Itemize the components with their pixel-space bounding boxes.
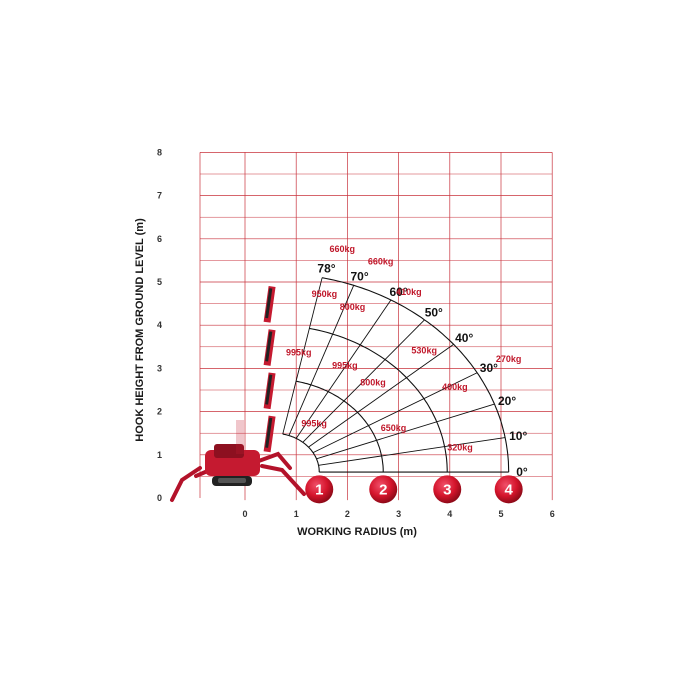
- axis-ticks: 0 1 2 3 4 5 6 0 1 2 3 4 5 6 7 8: [157, 147, 555, 519]
- y-axis-label: HOOK HEIGHT FROM GROUND LEVEL (m): [134, 218, 146, 442]
- angle-ray: [308, 343, 454, 448]
- y-tick-label: 0: [157, 493, 162, 503]
- load-label: 650kg: [381, 423, 407, 433]
- load-label: 995kg: [286, 347, 312, 357]
- load-label: 410kg: [396, 287, 422, 297]
- y-tick-label: 3: [157, 363, 162, 373]
- y-tick-label: 4: [157, 320, 162, 330]
- x-tick-label: 5: [498, 509, 503, 519]
- x-tick-label: 0: [242, 509, 247, 519]
- boom-section-circle: [433, 475, 462, 504]
- angle-ray: [295, 299, 392, 439]
- load-labels: 660kg660kg950kg800kg410kg995kg995kg530kg…: [286, 244, 521, 453]
- y-tick-label: 7: [157, 191, 162, 201]
- boom-section-circle: [305, 475, 334, 504]
- angle-ray: [288, 285, 355, 436]
- working-arc: [321, 277, 510, 473]
- angle-label: 70°: [350, 269, 368, 283]
- angle-ray: [282, 277, 323, 435]
- angle-ray: [302, 319, 425, 443]
- working-arc: [309, 327, 448, 473]
- angle-label: 10°: [509, 429, 527, 443]
- boom-section-number: 2: [379, 481, 387, 498]
- load-label: 995kg: [301, 419, 327, 429]
- angle-label: 30°: [480, 361, 498, 375]
- boom-section-markers: 1 2 3 4: [305, 475, 523, 504]
- working-arcs: [282, 277, 510, 473]
- load-label: 995kg: [332, 360, 358, 370]
- grid: [199, 152, 553, 501]
- boom-stub-inner: [265, 288, 273, 319]
- y-tick-label: 2: [157, 407, 162, 417]
- load-label: 400kg: [442, 382, 468, 392]
- y-tick-label: 6: [157, 234, 162, 244]
- load-label: 320kg: [447, 442, 473, 452]
- crane-body: [205, 444, 260, 486]
- boom-section-number: 3: [443, 481, 451, 498]
- angle-label: 50°: [425, 306, 443, 320]
- x-tick-label: 1: [294, 509, 299, 519]
- y-tick-label: 1: [157, 450, 162, 460]
- angle-ray: [312, 372, 478, 454]
- angle-ray: [318, 437, 506, 466]
- x-axis-label: WORKING RADIUS (m): [297, 526, 417, 538]
- boom-section-number: 4: [505, 481, 514, 498]
- x-tick-label: 6: [550, 509, 555, 519]
- working-arc: [282, 433, 320, 473]
- boom-stub-inner: [265, 331, 273, 362]
- y-tick-label: 8: [157, 147, 162, 157]
- load-label: 270kg: [496, 354, 522, 364]
- load-label: 530kg: [411, 345, 437, 355]
- load-label: 800kg: [340, 302, 366, 312]
- x-tick-label: 4: [447, 509, 452, 519]
- angle-labels: 78° 70° 60° 50° 40° 30° 20° 10° 0°: [317, 261, 527, 479]
- boom-section-circle: [369, 475, 398, 504]
- angle-label: 20°: [498, 394, 516, 408]
- load-label: 660kg: [368, 257, 394, 267]
- boom-section-number: 1: [315, 481, 323, 498]
- working-arc: [295, 380, 384, 473]
- load-label: 800kg: [360, 378, 386, 388]
- boom-stub-inner: [265, 374, 273, 405]
- load-label: 660kg: [330, 244, 356, 254]
- x-tick-label: 2: [345, 509, 350, 519]
- y-tick-label: 5: [157, 277, 162, 287]
- boom-stub-inner: [265, 417, 273, 448]
- angle-ray: [316, 403, 495, 460]
- x-tick-label: 3: [396, 509, 401, 519]
- angle-rays: [282, 277, 506, 466]
- angle-label: 78°: [317, 261, 335, 275]
- load-label: 950kg: [312, 289, 338, 299]
- angle-label: 40°: [455, 331, 473, 345]
- angle-label: 60°: [389, 285, 407, 299]
- boom-section-circle: [494, 475, 523, 504]
- crane-illustration: [170, 420, 306, 502]
- angle-label: 0°: [516, 465, 528, 479]
- boom-ghosts: [263, 286, 276, 453]
- faded-boom: [236, 420, 244, 454]
